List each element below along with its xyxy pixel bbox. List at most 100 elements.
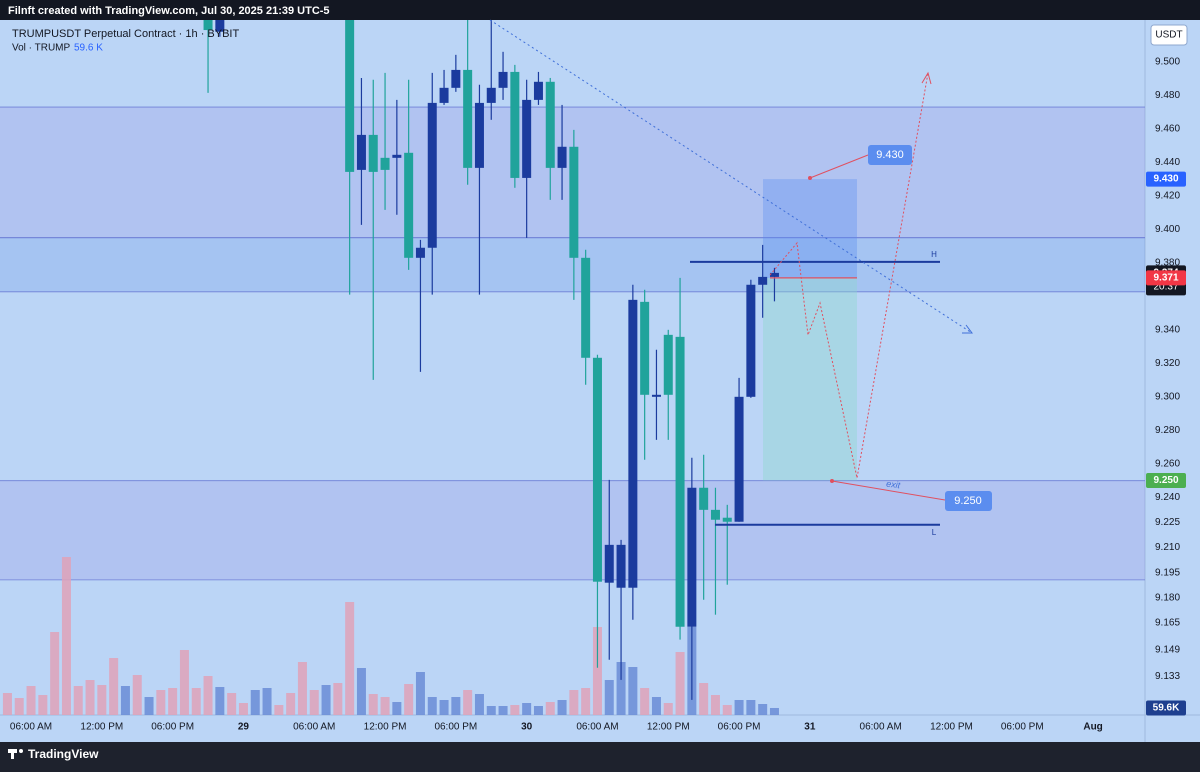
candle-body xyxy=(215,20,225,32)
candle-body xyxy=(392,154,402,158)
x-tick-label: 12:00 PM xyxy=(930,722,973,733)
x-tick-label: 06:00 AM xyxy=(860,722,902,733)
volume-bar xyxy=(651,697,661,715)
x-tick-label: 30 xyxy=(521,722,533,733)
logo-mark xyxy=(19,749,23,753)
x-tick-label: 06:00 PM xyxy=(718,722,761,733)
volume-bar xyxy=(26,686,36,715)
x-tick-label: 29 xyxy=(238,722,250,733)
header-bar xyxy=(0,0,1200,20)
annotation: exit xyxy=(886,478,902,490)
candle-body xyxy=(604,544,614,583)
volume-bar xyxy=(144,697,154,715)
candle-body xyxy=(368,134,378,172)
y-tick-label: 9.320 xyxy=(1155,358,1180,369)
volume-bar xyxy=(85,680,95,715)
callout-line xyxy=(809,154,869,179)
x-tick-label: 06:00 AM xyxy=(293,722,335,733)
callout-box xyxy=(945,491,992,511)
volume-bar xyxy=(120,686,130,715)
y-tick-label: 9.149 xyxy=(1155,644,1180,655)
candle-body xyxy=(675,336,685,627)
candle-body xyxy=(569,146,579,258)
volume-bar xyxy=(179,650,189,715)
volume-bar xyxy=(569,690,579,715)
volume-bar xyxy=(274,705,284,715)
volume-bar xyxy=(415,672,425,715)
volume-bar xyxy=(463,690,473,715)
x-tick-label: 12:00 PM xyxy=(80,722,123,733)
candle-body xyxy=(486,87,496,103)
volume-bar xyxy=(451,697,461,715)
y-tick-label: 9.280 xyxy=(1155,425,1180,436)
candle-body xyxy=(463,69,473,168)
volume-bar xyxy=(356,668,366,715)
y-tick-label: 9.180 xyxy=(1155,592,1180,603)
volume-bar xyxy=(557,700,567,715)
volume-bar xyxy=(38,695,48,715)
price-badge xyxy=(1146,473,1186,489)
volume-bar xyxy=(203,676,213,715)
callout-dot xyxy=(830,479,834,483)
currency-box[interactable] xyxy=(1150,24,1188,46)
volume-bar xyxy=(746,700,756,715)
candle-body xyxy=(356,134,366,170)
candle-body xyxy=(203,20,213,31)
projection-arrow xyxy=(921,71,932,85)
legend-volume: Vol · TRUMP xyxy=(12,43,70,54)
volume-bar xyxy=(404,684,414,715)
volume-bar xyxy=(345,602,355,715)
candle-body xyxy=(628,299,638,588)
volume-bar xyxy=(262,688,272,715)
candle-body xyxy=(380,157,390,170)
volume-bar xyxy=(297,662,307,715)
y-tick-label: 9.500 xyxy=(1155,57,1180,68)
y-tick-label: 9.225 xyxy=(1155,517,1180,528)
price-badge xyxy=(1146,171,1186,187)
volume-bar xyxy=(97,685,107,715)
y-tick-label: 9.440 xyxy=(1155,157,1180,168)
price-badge-countdown: 20:37 xyxy=(1153,282,1178,293)
y-tick-label: 9.240 xyxy=(1155,492,1180,503)
candle-body xyxy=(722,517,732,522)
volume-bar xyxy=(769,707,779,715)
currency[interactable]: USDT xyxy=(1155,30,1182,41)
price-badge xyxy=(1146,270,1186,286)
volume-bar xyxy=(616,662,626,715)
trend-line xyxy=(489,19,973,334)
stop-zone xyxy=(763,179,857,278)
candle-body xyxy=(510,71,520,178)
volume-bar xyxy=(333,683,343,715)
logo-mark xyxy=(11,749,14,759)
x-tick-label: 06:00 PM xyxy=(1001,722,1044,733)
x-tick-label: 06:00 PM xyxy=(151,722,194,733)
y-tick-label: 9.195 xyxy=(1155,567,1180,578)
candle-body xyxy=(498,71,508,88)
volume-bar xyxy=(522,703,532,715)
x-tick-label: 12:00 PM xyxy=(647,722,690,733)
volume-bar xyxy=(250,690,260,715)
y-tick-label: 9.400 xyxy=(1155,224,1180,235)
volume-bar xyxy=(309,690,319,715)
target-zone xyxy=(763,277,857,481)
candle-body xyxy=(427,102,437,248)
candle-body xyxy=(758,276,768,285)
price-badge-label: 9.430 xyxy=(1153,174,1178,185)
volume-bar xyxy=(286,693,296,715)
header-text: Filnft created with TradingView.com, Jul… xyxy=(8,5,330,17)
y-tick-label: 9.260 xyxy=(1155,458,1180,469)
volume-bar xyxy=(2,693,12,715)
volume-bar xyxy=(392,702,402,715)
volume-bar xyxy=(156,690,166,715)
volume-bar xyxy=(132,675,142,715)
volume-badge xyxy=(1146,700,1186,716)
x-tick-label: 31 xyxy=(804,722,816,733)
candle-body xyxy=(415,247,425,258)
candle-body xyxy=(522,99,532,178)
level-label: L xyxy=(932,528,937,537)
y-tick-label: 9.300 xyxy=(1155,391,1180,402)
y-tick-label: 9.460 xyxy=(1155,123,1180,134)
price-badge-label: 9.371 xyxy=(1153,273,1178,284)
volume-bar xyxy=(510,705,520,715)
candle-body xyxy=(640,301,650,395)
